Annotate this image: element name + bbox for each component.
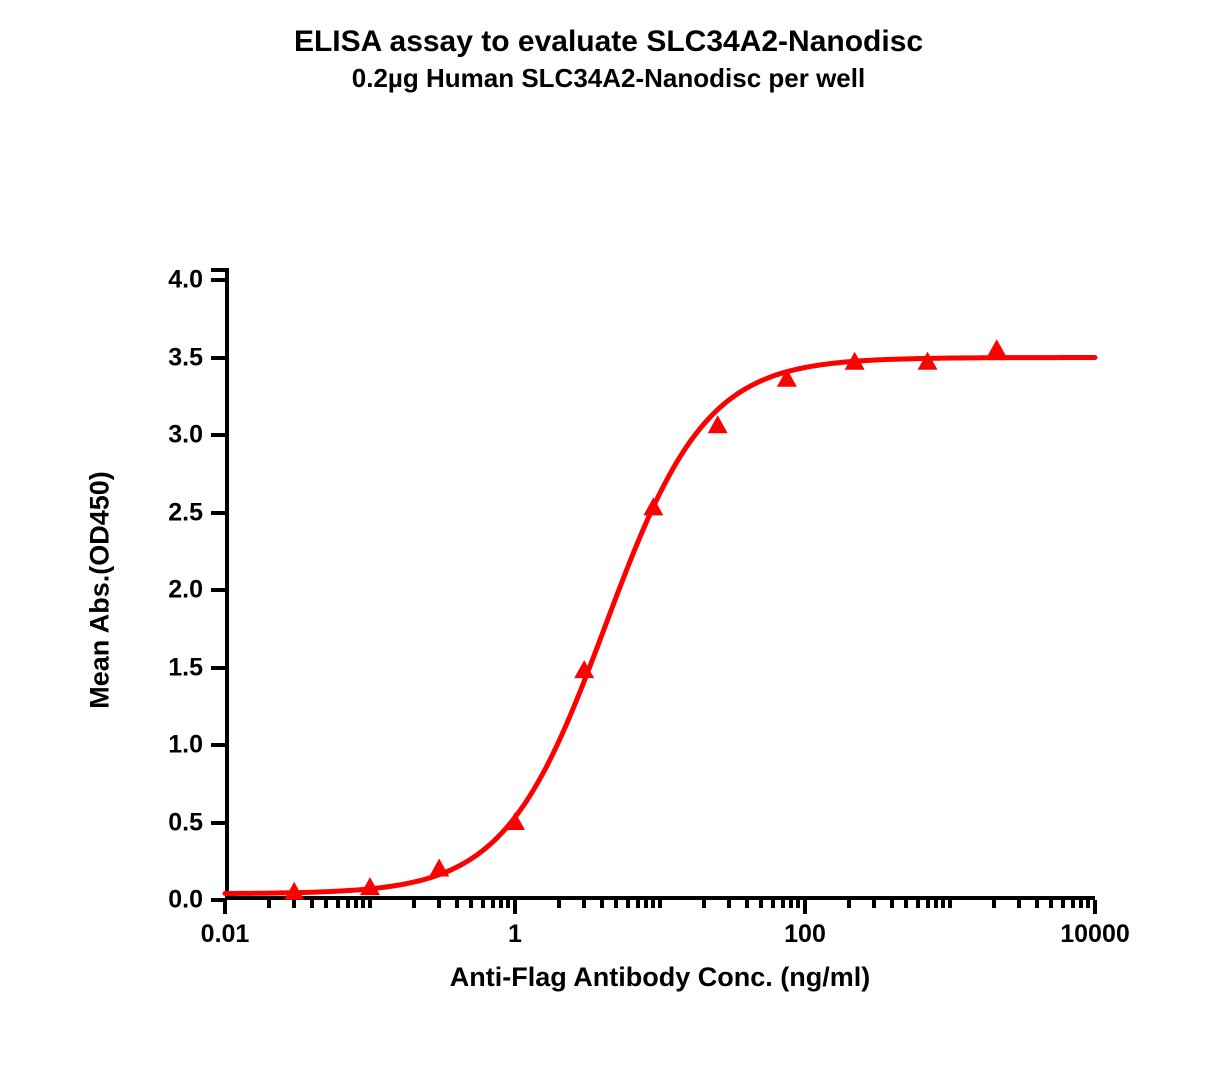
x-minor-tick	[872, 900, 876, 908]
x-minor-tick	[759, 900, 763, 908]
x-minor-tick	[1079, 900, 1083, 908]
y-tick	[211, 356, 225, 360]
y-tick	[211, 821, 225, 825]
y-tick	[211, 743, 225, 747]
x-minor-tick	[941, 900, 945, 908]
chart-title: ELISA assay to evaluate SLC34A2-Nanodisc	[0, 25, 1217, 59]
data-marker	[987, 339, 1007, 357]
x-minor-tick	[582, 900, 586, 908]
y-tick-label: 2.0	[123, 576, 203, 605]
x-tick-label: 10000	[1060, 920, 1130, 949]
x-minor-tick	[948, 900, 952, 908]
x-minor-tick	[904, 900, 908, 908]
x-tick	[223, 900, 227, 914]
x-minor-tick	[992, 900, 996, 908]
title-block: ELISA assay to evaluate SLC34A2-Nanodisc…	[0, 25, 1217, 94]
x-minor-tick	[336, 900, 340, 908]
x-minor-tick	[644, 900, 648, 908]
x-minor-tick	[1035, 900, 1039, 908]
x-minor-tick	[481, 900, 485, 908]
x-minor-tick	[324, 900, 328, 908]
x-tick-label: 1	[508, 920, 522, 949]
x-minor-tick	[926, 900, 930, 908]
plot-area: 0.00.51.01.52.02.53.03.54.00.01110010000	[225, 280, 1095, 900]
x-minor-tick	[469, 900, 473, 908]
x-minor-tick	[1071, 900, 1075, 908]
x-minor-tick	[727, 900, 731, 908]
x-minor-tick	[1061, 900, 1065, 908]
y-tick-label: 4.0	[123, 266, 203, 295]
y-tick	[211, 433, 225, 437]
x-minor-tick	[412, 900, 416, 908]
y-tick-label: 3.5	[123, 343, 203, 372]
x-minor-tick	[506, 900, 510, 908]
x-minor-tick	[600, 900, 604, 908]
elisa-figure: ELISA assay to evaluate SLC34A2-Nanodisc…	[0, 0, 1217, 1079]
data-marker	[429, 859, 449, 877]
x-minor-tick	[557, 900, 561, 908]
x-minor-tick	[1049, 900, 1053, 908]
x-minor-tick	[267, 900, 271, 908]
y-tick	[211, 666, 225, 670]
fit-curve	[225, 358, 1095, 894]
x-minor-tick	[614, 900, 618, 908]
x-minor-tick	[847, 900, 851, 908]
x-minor-tick	[354, 900, 358, 908]
y-tick	[211, 588, 225, 592]
x-minor-tick	[361, 900, 365, 908]
y-tick-label: 3.0	[123, 421, 203, 450]
y-tick-label: 0.0	[123, 886, 203, 915]
x-minor-tick	[789, 900, 793, 908]
x-tick	[803, 900, 807, 914]
x-minor-tick	[781, 900, 785, 908]
x-minor-tick	[292, 900, 296, 908]
data-marker	[643, 497, 663, 515]
x-minor-tick	[455, 900, 459, 908]
x-minor-tick	[346, 900, 350, 908]
y-tick-label: 0.5	[123, 808, 203, 837]
x-minor-tick	[890, 900, 894, 908]
y-tick-label: 1.0	[123, 731, 203, 760]
y-tick	[211, 278, 225, 282]
x-minor-tick	[916, 900, 920, 908]
y-tick	[211, 511, 225, 515]
chart-subtitle: 0.2µg Human SLC34A2-Nanodisc per well	[0, 63, 1217, 94]
x-tick-label: 0.01	[201, 920, 250, 949]
x-minor-tick	[499, 900, 503, 908]
x-axis-label: Anti-Flag Antibody Conc. (ng/ml)	[450, 962, 870, 993]
x-tick-label: 100	[784, 920, 826, 949]
plot-svg	[225, 280, 1095, 900]
x-minor-tick	[437, 900, 441, 908]
x-minor-tick	[1086, 900, 1090, 908]
x-minor-tick	[368, 900, 372, 908]
x-minor-tick	[745, 900, 749, 908]
x-minor-tick	[702, 900, 706, 908]
x-minor-tick	[771, 900, 775, 908]
x-minor-tick	[1017, 900, 1021, 908]
x-minor-tick	[626, 900, 630, 908]
x-minor-tick	[310, 900, 314, 908]
y-axis-label: Mean Abs.(OD450)	[85, 471, 116, 709]
x-minor-tick	[636, 900, 640, 908]
x-minor-tick	[491, 900, 495, 908]
y-axis-cap	[211, 268, 225, 272]
y-tick-label: 2.5	[123, 498, 203, 527]
x-minor-tick	[658, 900, 662, 908]
x-minor-tick	[651, 900, 655, 908]
x-tick	[513, 900, 517, 914]
x-tick	[1093, 900, 1097, 914]
x-minor-tick	[934, 900, 938, 908]
data-marker	[505, 812, 525, 830]
y-tick-label: 1.5	[123, 653, 203, 682]
x-minor-tick	[796, 900, 800, 908]
